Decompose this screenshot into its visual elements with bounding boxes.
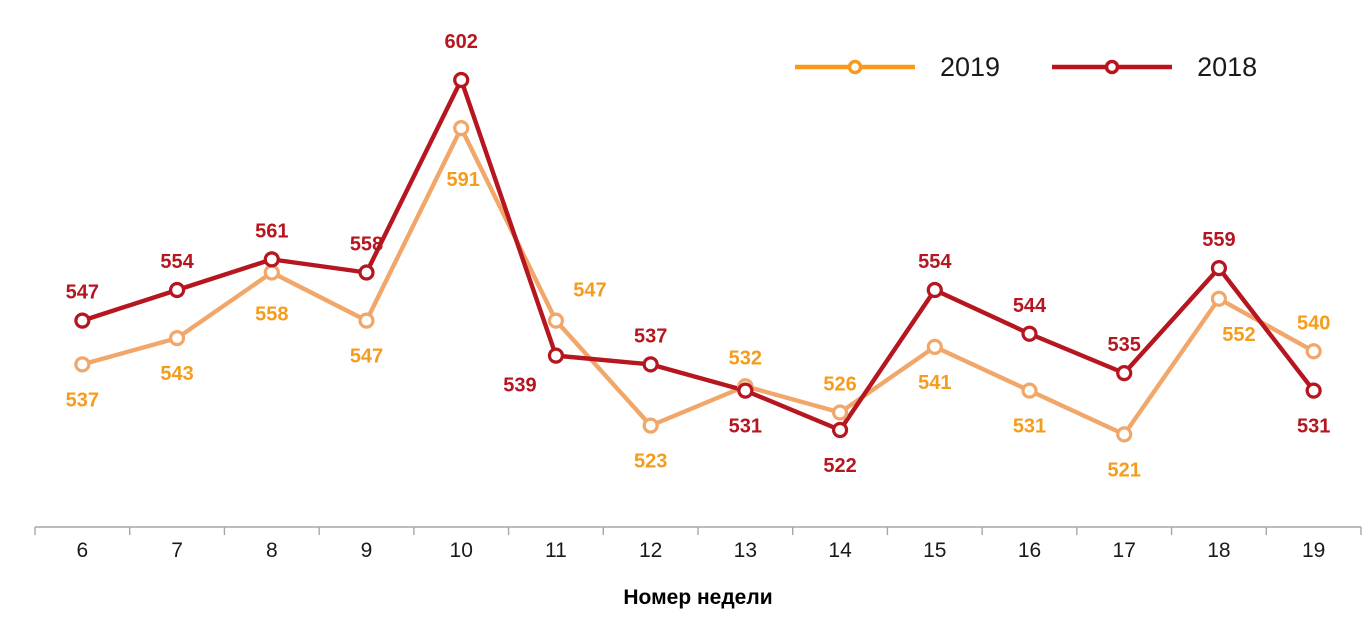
x-tick-label: 14 [828,539,852,562]
x-tick-label: 16 [1018,539,1041,562]
data-point-marker-2019 [358,312,375,329]
data-point-marker-2019 [1116,426,1133,443]
data-point-marker-2018 [831,421,849,439]
data-point-marker-2018 [1116,365,1133,382]
data-point-label-2018: 554 [160,251,194,273]
data-point-label-2019: 526 [823,374,856,396]
legend-label-2019: 2019 [940,52,1001,82]
data-point-label-2018: 539 [503,375,536,397]
x-axis-title: Номер недели [623,586,773,609]
data-point-marker-2019 [547,312,565,329]
legend-swatch-2019 [795,59,915,75]
data-point-label-2019: 541 [918,372,951,394]
data-point-label-2018: 535 [1108,334,1141,356]
data-point-label-2018: 561 [255,220,288,242]
data-point-marker-2019 [453,120,470,137]
x-tick-label: 8 [266,539,278,562]
data-point-marker-2019 [1305,343,1322,360]
data-point-marker-2018 [1210,260,1228,277]
x-tick-label: 15 [923,539,946,562]
data-point-label-2018: 544 [1013,295,1047,317]
legend-item-2019: 2019 [795,53,1000,81]
data-point-label-2018: 602 [445,31,478,53]
x-tick-label: 9 [361,539,373,562]
x-tick-label: 17 [1113,539,1136,562]
data-point-marker-2018 [263,251,280,268]
legend-label-2018: 2018 [1197,52,1258,82]
data-point-marker-2019 [831,404,849,421]
data-point-label-2019: 537 [66,389,99,411]
data-point-marker-2018 [74,312,91,329]
x-tick-label: 7 [171,539,183,562]
data-point-label-2019: 591 [447,169,480,191]
data-point-label-2018: 559 [1202,229,1235,251]
data-point-label-2019: 547 [350,346,383,368]
x-tick-label: 12 [639,539,662,562]
data-point-marker-2019 [1021,382,1038,399]
data-point-marker-2018 [168,281,186,299]
legend-marker-icon [847,59,863,75]
data-point-label-2018: 554 [918,251,952,273]
data-point-marker-2019 [168,330,186,347]
data-point-label-2019: 531 [1013,416,1046,438]
data-point-marker-2018 [642,356,659,373]
data-point-label-2019: 521 [1108,459,1141,481]
data-point-marker-2019 [74,356,91,373]
data-point-label-2018: 537 [634,325,667,347]
data-point-marker-2018 [453,71,470,89]
data-point-label-2018: 531 [1297,416,1330,438]
data-point-label-2018: 531 [729,416,762,438]
data-point-label-2019: 523 [634,451,667,473]
data-point-marker-2018 [1305,382,1322,399]
data-point-label-2019: 540 [1297,312,1330,334]
data-point-marker-2018 [358,264,375,281]
legend: 2019 2018 [795,53,1257,81]
data-point-marker-2019 [1210,290,1228,307]
data-point-label-2018: 522 [823,455,856,477]
series-line-2018 [80,77,1316,433]
data-point-marker-2019 [642,417,659,434]
data-point-marker-2019 [926,338,943,355]
data-point-label-2019: 532 [729,347,762,369]
data-point-marker-2019 [263,264,280,281]
data-point-label-2018: 547 [66,282,99,304]
legend-swatch-2018 [1052,59,1173,75]
x-tick-label: 10 [450,539,473,562]
data-point-marker-2018 [737,382,754,399]
data-point-label-2019: 558 [255,304,288,326]
data-point-marker-2018 [926,281,943,299]
legend-item-2018: 2018 [1052,53,1257,81]
data-point-marker-2018 [547,347,565,364]
data-point-label-2018: 558 [350,234,383,256]
data-point-label-2019: 547 [573,280,606,302]
data-point-marker-2018 [1021,325,1038,342]
x-tick-label: 6 [77,539,89,562]
data-point-label-2019: 543 [160,363,193,385]
x-tick-label: 13 [734,539,757,562]
x-tick-label: 11 [545,539,567,562]
legend-marker-icon [1104,59,1120,75]
x-tick-label: 19 [1302,539,1325,562]
data-point-label-2019: 552 [1222,324,1255,346]
series-line-2019 [80,125,1316,437]
x-tick-label: 18 [1207,539,1230,562]
